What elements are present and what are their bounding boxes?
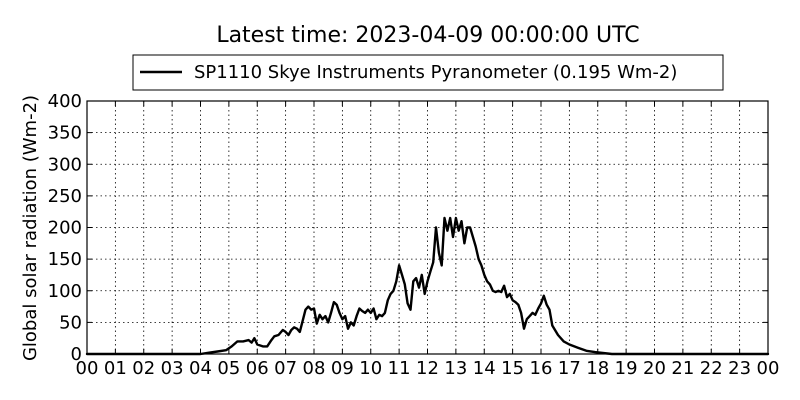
- x-tick-label: 16: [530, 358, 553, 379]
- x-tick-label: 21: [671, 358, 694, 379]
- x-tick-label: 10: [359, 358, 382, 379]
- x-tick-label: 19: [615, 358, 638, 379]
- x-tick-label: 02: [132, 358, 155, 379]
- x-tick-label: 09: [331, 358, 354, 379]
- chart-title: Latest time: 2023-04-09 00:00:00 UTC: [216, 23, 639, 48]
- series-layer: [85, 216, 770, 356]
- y-tick-label: 300: [48, 154, 82, 175]
- x-tick-label: 01: [104, 358, 127, 379]
- x-tick-label: 00: [757, 358, 780, 379]
- y-tick-label: 350: [48, 123, 82, 144]
- y-tick-label: 50: [59, 312, 82, 333]
- y-tick-label: 400: [48, 91, 82, 112]
- y-tick-label: 0: [71, 344, 82, 365]
- legend-box: [132, 54, 724, 91]
- x-tick-label: 15: [501, 358, 524, 379]
- x-tick-label: 22: [700, 358, 723, 379]
- legend: SP1110 Skye Instruments Pyranometer (0.1…: [132, 54, 724, 91]
- series-line: [85, 216, 770, 356]
- x-tick-label: 06: [246, 358, 269, 379]
- x-tick-label: 08: [303, 358, 326, 379]
- x-tick-label: 12: [416, 358, 439, 379]
- legend-label: SP1110 Skye Instruments Pyranometer (0.1…: [194, 62, 677, 83]
- x-tick-label: 03: [161, 358, 184, 379]
- x-tick-label: 00: [76, 358, 99, 379]
- ticks: 00 01 02 03 04 05 06 07 08 09 10 11 12 13 14 15 16 17 18 19…: [48, 91, 780, 379]
- x-tick-label: 20: [643, 358, 666, 379]
- y-tick-label: 100: [48, 281, 82, 302]
- y-tick-label: 250: [48, 186, 82, 207]
- x-tick-label: 18: [586, 358, 609, 379]
- x-tick-label: 17: [558, 358, 581, 379]
- x-tick-label: 07: [274, 358, 297, 379]
- x-tick-label: 14: [473, 358, 496, 379]
- x-tick-label: 23: [728, 358, 751, 379]
- x-tick-label: 11: [388, 358, 411, 379]
- grid: [87, 101, 768, 354]
- x-tick-label: 13: [444, 358, 467, 379]
- y-tick-label: 150: [48, 249, 82, 270]
- x-tick-label: 05: [217, 358, 240, 379]
- x-tick-label: 04: [189, 358, 212, 379]
- y-tick-label: 200: [48, 218, 82, 239]
- y-axis-label: Global solar radiation (Wm-2): [20, 95, 41, 361]
